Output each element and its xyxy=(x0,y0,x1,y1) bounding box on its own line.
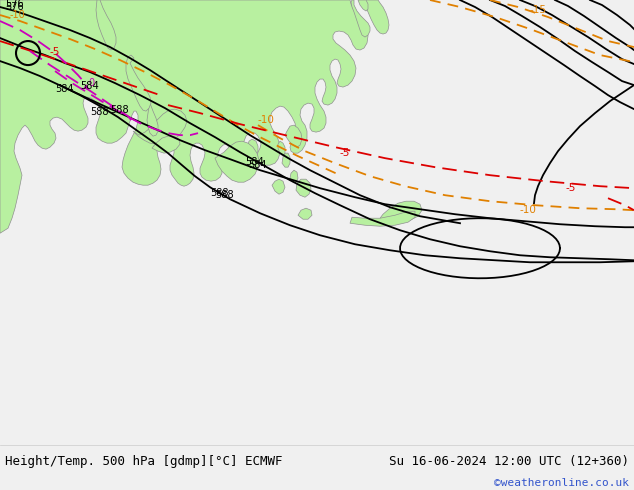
Text: 584: 584 xyxy=(245,157,264,167)
Polygon shape xyxy=(126,55,151,111)
Text: Height/Temp. 500 hPa [gdmp][°C] ECMWF: Height/Temp. 500 hPa [gdmp][°C] ECMWF xyxy=(5,455,283,467)
Text: -10: -10 xyxy=(258,115,275,125)
Polygon shape xyxy=(350,211,415,226)
Text: -15: -15 xyxy=(530,5,547,15)
Polygon shape xyxy=(364,0,389,34)
Polygon shape xyxy=(351,0,370,37)
Text: -10: -10 xyxy=(520,205,537,215)
Text: 584: 584 xyxy=(80,81,99,91)
Text: -5: -5 xyxy=(565,183,576,193)
Text: 588: 588 xyxy=(90,107,108,117)
Polygon shape xyxy=(96,0,116,50)
Text: 576: 576 xyxy=(5,2,23,12)
Polygon shape xyxy=(298,208,312,219)
Text: -5: -5 xyxy=(50,47,60,57)
Polygon shape xyxy=(290,170,298,182)
Polygon shape xyxy=(152,136,180,153)
Text: 0: 0 xyxy=(88,78,94,88)
Polygon shape xyxy=(215,141,259,182)
Polygon shape xyxy=(296,179,311,197)
Text: ©weatheronline.co.uk: ©weatheronline.co.uk xyxy=(494,478,629,488)
Text: 588: 588 xyxy=(210,188,228,198)
Polygon shape xyxy=(278,141,285,156)
Text: 588: 588 xyxy=(110,105,129,115)
Polygon shape xyxy=(272,179,285,194)
Polygon shape xyxy=(147,103,158,136)
Text: 584: 584 xyxy=(248,160,266,170)
Text: 576: 576 xyxy=(5,0,23,9)
Text: 584: 584 xyxy=(55,84,74,94)
Text: Su 16-06-2024 12:00 UTC (12+360): Su 16-06-2024 12:00 UTC (12+360) xyxy=(389,455,629,467)
Text: 588: 588 xyxy=(215,190,234,200)
Polygon shape xyxy=(133,109,187,144)
Polygon shape xyxy=(358,0,368,11)
Polygon shape xyxy=(285,125,302,147)
Polygon shape xyxy=(282,153,290,167)
Polygon shape xyxy=(380,201,422,222)
Text: -10: -10 xyxy=(10,10,26,20)
Polygon shape xyxy=(248,139,258,156)
Text: -5: -5 xyxy=(340,148,351,158)
Polygon shape xyxy=(0,0,368,233)
